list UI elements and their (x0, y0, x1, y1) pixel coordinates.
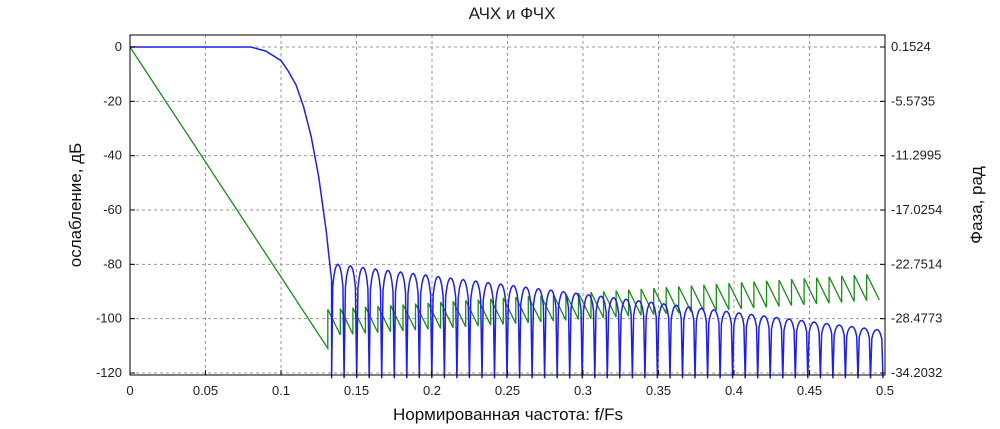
x-tick-label: 0.3 (574, 383, 592, 398)
y-tick-label: -80 (103, 256, 122, 271)
grid (130, 35, 885, 375)
x-tick-label: 0.5 (876, 383, 894, 398)
x-tick-label: 0.4 (725, 383, 743, 398)
y-tick-label: 0 (115, 39, 122, 54)
y-tick-label: -120 (96, 365, 122, 380)
y-tick-label: -20 (103, 93, 122, 108)
x-tick-label: 0.25 (495, 383, 520, 398)
y2-tick-label: -34.2032 (891, 365, 942, 380)
y-ticks: 0 -20 -40 -60 -80 -100 -120 (96, 39, 135, 380)
y2-tick-label: 0.1524 (891, 39, 931, 54)
x-tick-label: 0.05 (193, 383, 218, 398)
y2-tick-label: -28.4773 (891, 311, 942, 326)
y2-ticks: 0.1524 -5.5735 -11.2995 -17.0254 -22.7514 -28… (880, 39, 942, 380)
y2-tick-label: -22.7514 (891, 256, 942, 271)
x-axis-label: Нормированная частота: f/Fs (393, 405, 623, 424)
y-tick-label: -40 (103, 148, 122, 163)
plot-lines (129, 46, 884, 379)
phase-line (129, 46, 880, 351)
y2-tick-label: -17.0254 (891, 202, 942, 217)
x-ticks: 0 0.05 0.1 0.15 0.2 0.25 0.3 0.35 0.4 0.45 0.5 (126, 370, 894, 398)
x-tick-label: 0.35 (646, 383, 671, 398)
y2-axis-label: Фаза, рад (967, 166, 986, 244)
x-tick-label: 0.15 (344, 383, 369, 398)
x-tick-label: 0.1 (272, 383, 290, 398)
y2-tick-label: -11.2995 (891, 148, 941, 163)
x-tick-label: 0.45 (797, 383, 822, 398)
chart-title: АЧХ и ФЧХ (469, 4, 556, 23)
y-tick-label: -60 (103, 202, 122, 217)
y-axis-label: ослабление, дБ (66, 143, 85, 268)
y-tick-label: -100 (96, 311, 122, 326)
x-tick-label: 0.2 (423, 383, 441, 398)
magnitude-line (130, 46, 884, 379)
y2-tick-label: -5.5735 (891, 93, 935, 108)
x-tick-label: 0 (126, 383, 133, 398)
